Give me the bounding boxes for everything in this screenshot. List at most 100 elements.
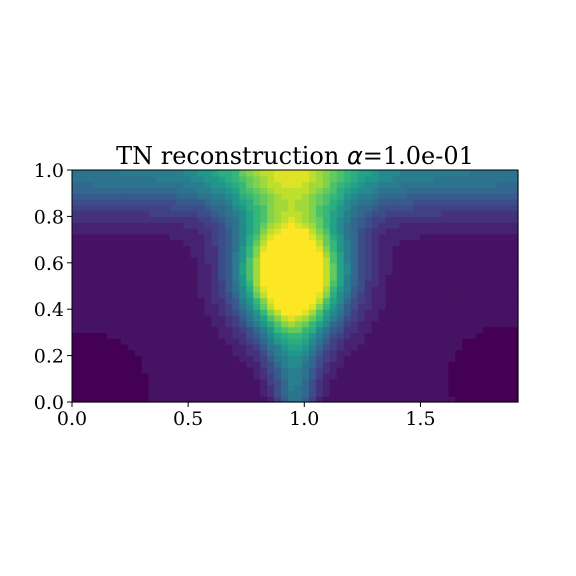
heatmap-cell — [107, 350, 115, 356]
heatmap-cell — [462, 240, 470, 246]
heatmap-cell — [413, 245, 421, 251]
heatmap-cell — [302, 350, 310, 356]
heatmap-cell — [497, 321, 505, 327]
heatmap-cell — [483, 216, 491, 222]
heatmap-cell — [190, 385, 198, 391]
heatmap-cell — [295, 344, 303, 350]
heatmap-cell — [469, 187, 477, 193]
heatmap-cell — [379, 338, 387, 344]
heatmap-cell — [351, 367, 359, 373]
heatmap-cell — [441, 280, 449, 286]
heatmap-cell — [490, 292, 498, 298]
heatmap-cell — [79, 269, 87, 275]
heatmap-cell — [170, 222, 178, 228]
heatmap-cell — [504, 327, 512, 333]
heatmap-cell — [462, 356, 470, 362]
heatmap-cell — [190, 234, 198, 240]
heatmap-cell — [204, 280, 212, 286]
heatmap-cell — [156, 356, 164, 362]
heatmap-cell — [351, 298, 359, 304]
heatmap-cell — [163, 187, 171, 193]
heatmap-cell — [135, 211, 143, 217]
heatmap-cell — [330, 356, 338, 362]
heatmap-cell — [135, 199, 143, 205]
heatmap-cell — [211, 211, 219, 217]
heatmap-cell — [114, 269, 122, 275]
heatmap-cell — [128, 292, 136, 298]
heatmap-cell — [379, 356, 387, 362]
heatmap-cell — [197, 350, 205, 356]
heatmap-cell — [483, 332, 491, 338]
heatmap-cell — [427, 263, 435, 269]
heatmap-cell — [441, 350, 449, 356]
heatmap-cell — [93, 338, 101, 344]
heatmap-cell — [323, 280, 331, 286]
heatmap-cell — [204, 240, 212, 246]
heatmap-cell — [358, 280, 366, 286]
heatmap-cell — [107, 315, 115, 321]
heatmap-cell — [448, 228, 456, 234]
heatmap-cell — [142, 187, 150, 193]
heatmap-cell — [232, 182, 240, 188]
heatmap-cell — [267, 257, 275, 263]
heatmap-cell — [462, 373, 470, 379]
heatmap-cell — [239, 315, 247, 321]
heatmap-cell — [476, 356, 484, 362]
heatmap-cell — [114, 390, 122, 396]
heatmap-cell — [323, 373, 331, 379]
heatmap-cell — [483, 361, 491, 367]
heatmap-cell — [288, 356, 296, 362]
heatmap-cell — [330, 222, 338, 228]
heatmap-cell — [476, 222, 484, 228]
heatmap-cell — [393, 216, 401, 222]
heatmap-cell — [483, 350, 491, 356]
heatmap-cell — [225, 216, 233, 222]
heatmap-cell — [246, 344, 254, 350]
heatmap-cell — [184, 228, 192, 234]
heatmap-cell — [323, 315, 331, 321]
heatmap-cell — [504, 332, 512, 338]
heatmap-cell — [239, 292, 247, 298]
heatmap-cell — [434, 321, 442, 327]
heatmap-cell — [476, 274, 484, 280]
heatmap-cell — [386, 303, 394, 309]
heatmap-cell — [295, 286, 303, 292]
heatmap-cell — [121, 361, 129, 367]
heatmap-cell — [462, 338, 470, 344]
heatmap-cell — [504, 385, 512, 391]
heatmap-cell — [372, 176, 380, 182]
heatmap-cell — [490, 286, 498, 292]
heatmap-cell — [511, 245, 519, 251]
heatmap-cell — [295, 211, 303, 217]
heatmap-cell — [420, 193, 428, 199]
heatmap-cell — [211, 321, 219, 327]
heatmap-cell — [232, 379, 240, 385]
heatmap-cell — [504, 361, 512, 367]
heatmap-cell — [407, 182, 415, 188]
heatmap-cell — [302, 274, 310, 280]
heatmap-cell — [211, 292, 219, 298]
heatmap-cell — [504, 269, 512, 275]
heatmap-cell — [114, 245, 122, 251]
heatmap-cell — [253, 385, 261, 391]
heatmap-cell — [190, 332, 198, 338]
heatmap-cell — [197, 385, 205, 391]
heatmap-cell — [197, 338, 205, 344]
heatmap-cell — [114, 228, 122, 234]
heatmap-cell — [393, 298, 401, 304]
heatmap-cell — [441, 303, 449, 309]
heatmap-cell — [483, 176, 491, 182]
heatmap-cell — [469, 315, 477, 321]
heatmap-cell — [239, 251, 247, 257]
heatmap-cell — [330, 292, 338, 298]
heatmap-cell — [309, 234, 317, 240]
heatmap-cell — [156, 332, 164, 338]
heatmap-cell — [407, 286, 415, 292]
heatmap-cell — [93, 390, 101, 396]
heatmap-cell — [260, 228, 268, 234]
heatmap-cell — [420, 344, 428, 350]
heatmap-cell — [483, 309, 491, 315]
heatmap-cell — [170, 216, 178, 222]
heatmap-cell — [170, 373, 178, 379]
heatmap-cell — [128, 263, 136, 269]
